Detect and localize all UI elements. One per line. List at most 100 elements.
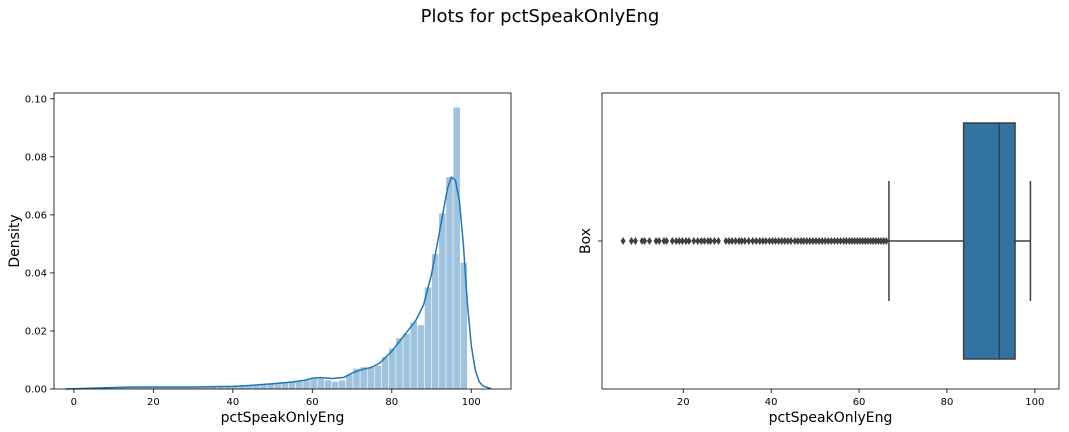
outlier-point	[870, 237, 876, 245]
histogram-bar	[195, 386, 203, 389]
outlier-point	[873, 237, 879, 245]
outlier-point	[785, 237, 791, 245]
outlier-point	[846, 237, 852, 245]
histogram-bars	[95, 107, 468, 390]
histogram-bar	[424, 287, 432, 389]
outlier-point	[849, 237, 855, 245]
histogram-bar	[267, 384, 274, 389]
outlier-point	[632, 237, 638, 245]
outlier-point	[653, 237, 659, 245]
boxplot-box	[962, 122, 1016, 360]
outlier-point	[816, 237, 822, 245]
outlier-point	[852, 237, 858, 245]
outlier-point	[760, 237, 766, 245]
histogram-bar	[131, 386, 139, 389]
histogram-bar	[446, 177, 453, 389]
y-tick-label: 0.10	[25, 94, 47, 105]
outlier-point	[711, 237, 717, 245]
outlier-point	[723, 237, 729, 245]
outlier-point	[642, 237, 648, 245]
outlier-point	[857, 237, 863, 245]
histogram-bar	[317, 378, 325, 389]
outlier-point	[865, 237, 871, 245]
histogram-axes-frame	[53, 92, 512, 390]
outlier-point	[701, 237, 707, 245]
histogram-bar	[224, 386, 232, 389]
outlier-point	[769, 237, 775, 245]
histogram-bar	[245, 385, 253, 389]
outlier-point	[788, 237, 794, 245]
histogram-x-label: pctSpeakOnlyEng	[221, 410, 345, 426]
outlier-point	[639, 237, 645, 245]
histogram-bar	[217, 386, 224, 389]
y-tick-label: 0.00	[25, 385, 47, 396]
histogram-bar	[260, 384, 267, 389]
histogram-bar	[353, 368, 360, 389]
histogram-bar	[145, 386, 153, 389]
histogram-bar	[281, 382, 289, 389]
histogram-bar	[160, 387, 167, 389]
histogram-bar	[253, 384, 260, 389]
histogram-panel: 0 20 40 60 80 100 0.00 0.02 0.04 0.06 0.08 0.10 pc…	[7, 92, 512, 426]
x-tick-label: 60	[306, 397, 319, 408]
histogram-bar	[381, 357, 389, 389]
outlier-point	[620, 237, 626, 245]
x-tick-label: 0	[71, 397, 77, 408]
outlier-point	[828, 237, 834, 245]
outlier-point	[843, 237, 849, 245]
histogram-bar	[460, 262, 468, 389]
histogram-bar	[374, 365, 382, 389]
outlier-point	[792, 237, 798, 245]
outlier-point	[776, 237, 782, 245]
histogram-bar	[138, 386, 146, 389]
outlier-point	[726, 237, 732, 245]
histogram-bar	[417, 325, 425, 389]
outlier-point	[801, 237, 807, 245]
x-tick-label: 20	[677, 397, 690, 408]
outlier-point	[841, 237, 847, 245]
histogram-y-ticks: 0.00 0.02 0.04 0.06 0.08 0.10	[25, 94, 54, 396]
x-tick-label: 100	[1025, 397, 1044, 408]
outlier-point	[736, 237, 742, 245]
outlier-point	[804, 237, 810, 245]
outlier-point	[691, 237, 697, 245]
histogram-bar	[346, 374, 353, 389]
outlier-point	[860, 237, 866, 245]
outlier-point	[705, 237, 711, 245]
outlier-point	[698, 237, 704, 245]
histogram-bar	[360, 367, 367, 389]
histogram-bar	[338, 380, 346, 389]
outlier-point	[750, 237, 756, 245]
outlier-point	[669, 237, 675, 245]
kde-curve	[65, 175, 492, 390]
outlier-point	[782, 237, 788, 245]
y-tick-label: 0.02	[25, 326, 47, 337]
outlier-point	[838, 237, 844, 245]
outlier-point	[867, 237, 873, 245]
outlier-point	[798, 237, 804, 245]
histogram-bar	[203, 386, 210, 389]
histogram-bar	[453, 107, 460, 390]
outlier-point	[766, 237, 772, 245]
outlier-point	[819, 237, 825, 245]
x-tick-label: 80	[941, 397, 954, 408]
histogram-bar	[231, 386, 239, 389]
histogram-x-ticks: 0 20 40 60 80 100	[71, 389, 481, 408]
boxplot-panel: 20 40 60 80 100 pctSpeakOnlyEng Box	[578, 92, 1060, 426]
x-tick-label: 40	[765, 397, 778, 408]
histogram-bar	[181, 387, 189, 389]
y-tick-label: 0.06	[25, 210, 47, 221]
figure-title: Plots for pctSpeakOnlyEng	[421, 6, 660, 27]
outlier-point	[686, 237, 692, 245]
histogram-bar	[188, 386, 196, 389]
histogram-bar	[152, 387, 160, 389]
histogram-bar	[174, 386, 181, 389]
x-tick-label: 40	[226, 397, 239, 408]
x-tick-label: 60	[853, 397, 866, 408]
histogram-bar	[403, 333, 410, 389]
histogram-bar	[310, 378, 317, 389]
outlier-point	[679, 237, 685, 245]
outlier-point	[715, 237, 721, 245]
outlier-point	[664, 237, 670, 245]
